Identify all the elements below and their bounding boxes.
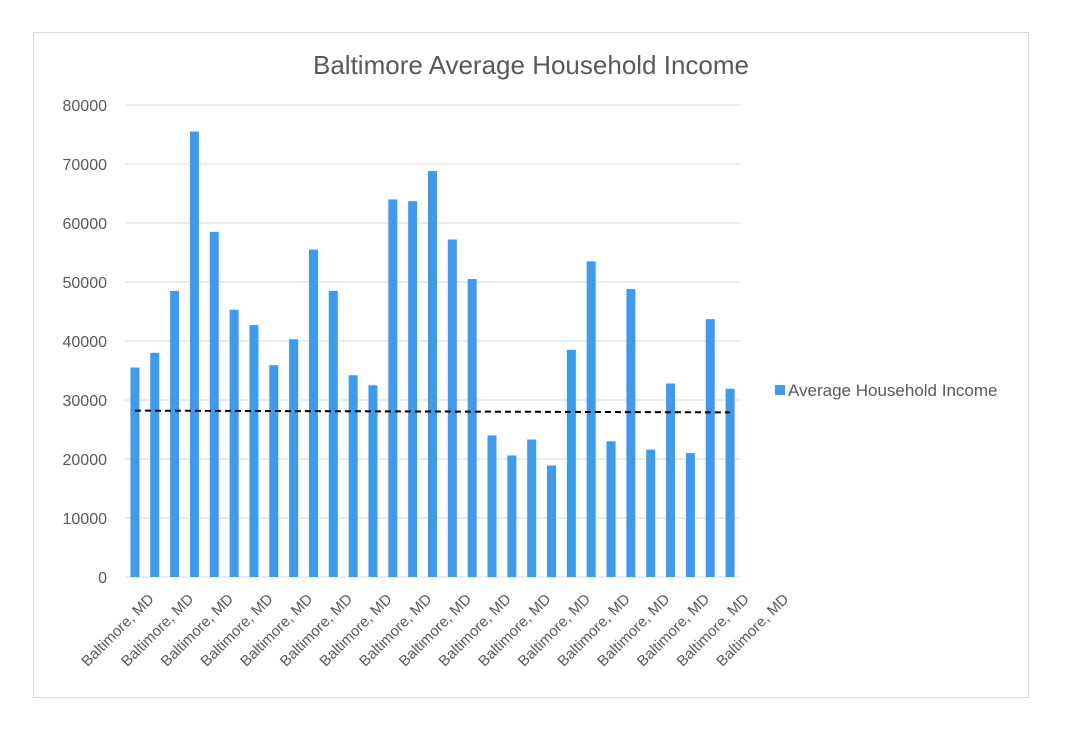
y-axis: 0 10000 20000 30000 40000 50000 60000 70000 8000… <box>63 98 108 587</box>
bar <box>130 367 140 577</box>
bar <box>328 290 338 577</box>
bar <box>170 290 180 577</box>
bar <box>388 199 398 577</box>
legend: Average Household Income <box>775 381 998 400</box>
y-tick-label: 70000 <box>63 157 108 174</box>
trendline <box>134 409 731 414</box>
bar <box>289 339 299 577</box>
bar <box>666 383 676 577</box>
bar <box>547 465 557 577</box>
y-tick-label: 30000 <box>63 393 108 410</box>
bar <box>209 231 219 577</box>
y-tick-label: 40000 <box>63 334 108 351</box>
bar <box>150 352 160 577</box>
bar <box>368 385 378 577</box>
bar <box>447 239 457 577</box>
bar <box>646 449 656 577</box>
bar <box>428 171 437 577</box>
bars <box>130 131 735 578</box>
y-tick-label: 20000 <box>63 452 108 469</box>
y-tick-label: 0 <box>98 570 107 587</box>
legend-label: Average Household Income <box>788 381 998 400</box>
bar <box>566 349 576 577</box>
y-tick-label: 80000 <box>63 98 108 115</box>
bar <box>705 319 715 577</box>
bar <box>229 309 239 577</box>
bar <box>467 279 477 577</box>
y-tick-label: 60000 <box>63 216 108 233</box>
trendline-group <box>134 409 731 414</box>
bar <box>249 325 259 577</box>
bar <box>507 455 517 577</box>
bar <box>626 289 636 577</box>
chart-title: Baltimore Average Household Income <box>313 50 749 80</box>
chart-frame <box>33 32 1029 698</box>
bar <box>408 201 418 578</box>
bar <box>308 249 318 578</box>
bar <box>586 261 596 577</box>
bar <box>348 375 358 577</box>
bar <box>527 439 537 577</box>
y-tick-label: 50000 <box>63 275 108 292</box>
bar <box>606 441 616 577</box>
legend-swatch <box>775 385 785 395</box>
bar <box>269 365 279 577</box>
bar <box>685 453 695 577</box>
bar <box>487 435 497 577</box>
bar <box>725 388 735 577</box>
y-tick-label: 10000 <box>63 511 108 528</box>
bar <box>189 131 199 578</box>
